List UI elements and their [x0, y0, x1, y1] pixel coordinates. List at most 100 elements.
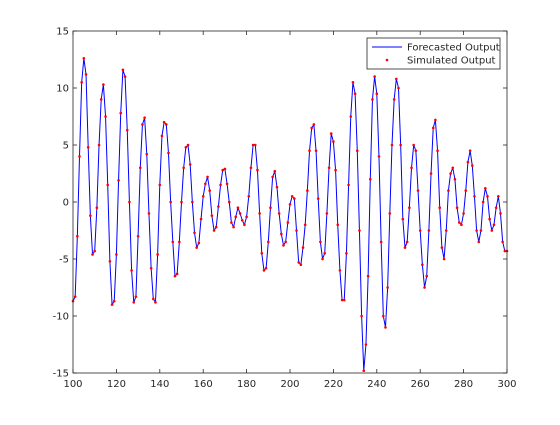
data-point-simulated	[134, 295, 138, 298]
data-point-simulated	[258, 212, 261, 215]
data-point-simulated	[102, 83, 105, 86]
data-point-simulated	[182, 166, 185, 170]
data-point-simulated	[412, 143, 415, 147]
data-point-simulated	[284, 240, 287, 244]
data-point-simulated	[253, 143, 257, 147]
data-point-simulated	[125, 128, 129, 132]
data-point-simulated	[290, 195, 294, 198]
data-point-simulated	[423, 286, 426, 289]
data-point-simulated	[223, 167, 227, 171]
data-point-simulated	[286, 221, 290, 224]
data-point-simulated	[110, 303, 114, 306]
data-point-simulated	[156, 253, 159, 256]
data-point-simulated	[490, 229, 494, 232]
data-point-simulated	[379, 240, 383, 244]
data-point-simulated	[501, 240, 504, 244]
data-point-simulated	[395, 77, 398, 81]
data-point-simulated	[405, 240, 409, 244]
y-tick-label: 10	[56, 84, 69, 95]
data-point-simulated	[431, 126, 435, 130]
data-point-simulated	[371, 98, 374, 101]
data-point-simulated	[188, 163, 192, 166]
data-point-simulated	[351, 81, 355, 84]
data-point-simulated	[342, 298, 346, 302]
data-point-simulated	[247, 195, 251, 198]
data-point-simulated	[86, 145, 90, 149]
data-point-simulated	[238, 212, 242, 215]
data-point-simulated	[151, 297, 155, 301]
data-point-simulated	[310, 126, 314, 130]
data-point-simulated	[128, 200, 131, 204]
data-point-simulated	[410, 166, 413, 170]
data-point-simulated	[171, 240, 175, 244]
data-point-simulated	[316, 197, 320, 200]
legend-label-forecasted: Forecasted Output	[407, 43, 500, 54]
data-point-simulated	[338, 269, 342, 272]
data-point-simulated	[442, 257, 446, 261]
data-point-simulated	[208, 189, 212, 192]
data-point-simulated	[232, 225, 235, 229]
data-point-simulated	[227, 200, 231, 204]
data-point-simulated	[267, 240, 270, 244]
data-point-simulated	[440, 246, 444, 249]
data-point-simulated	[494, 206, 498, 209]
data-point-simulated	[392, 98, 396, 101]
data-point-simulated	[303, 223, 307, 227]
plot-background	[73, 31, 507, 373]
data-point-simulated	[104, 115, 107, 118]
data-point-simulated	[425, 274, 429, 278]
data-point-simulated	[165, 123, 168, 126]
data-point-simulated	[299, 263, 303, 267]
data-point-simulated	[93, 249, 96, 253]
x-tick-label: 140	[150, 379, 169, 390]
data-point-simulated	[260, 252, 264, 255]
data-point-simulated	[444, 229, 448, 232]
data-point-simulated	[488, 217, 491, 221]
legend-marker-sample	[385, 58, 389, 62]
data-point-simulated	[99, 98, 103, 101]
data-point-simulated	[484, 187, 487, 190]
data-point-simulated	[145, 152, 149, 156]
data-point-simulated	[275, 185, 279, 189]
data-point-simulated	[401, 217, 405, 221]
data-point-simulated	[210, 214, 214, 217]
data-point-simulated	[193, 231, 196, 235]
data-point-simulated	[84, 73, 88, 76]
data-point-simulated	[89, 214, 92, 217]
data-point-simulated	[466, 160, 470, 164]
y-tick-label: -5	[59, 255, 69, 266]
data-point-simulated	[475, 229, 478, 232]
data-point-simulated	[160, 134, 164, 138]
data-point-simulated	[355, 149, 359, 152]
y-tick-label: -10	[53, 312, 69, 323]
data-point-simulated	[115, 253, 118, 256]
x-tick-label: 220	[324, 379, 343, 390]
data-point-simulated	[492, 223, 496, 227]
data-point-simulated	[240, 218, 244, 222]
data-point-simulated	[243, 223, 246, 227]
data-point-simulated	[332, 140, 335, 143]
data-point-simulated	[271, 175, 274, 179]
data-point-simulated	[195, 246, 198, 249]
data-point-simulated	[468, 149, 472, 152]
data-point-simulated	[184, 145, 188, 149]
data-point-simulated	[377, 155, 381, 158]
data-point-simulated	[212, 229, 216, 232]
data-point-simulated	[499, 212, 502, 215]
data-point-simulated	[429, 172, 433, 175]
data-point-simulated	[73, 295, 77, 298]
data-point-simulated	[329, 132, 333, 135]
data-point-simulated	[325, 212, 329, 215]
data-point-simulated	[436, 149, 439, 152]
data-point-simulated	[308, 149, 311, 152]
data-point-simulated	[319, 240, 322, 244]
data-point-simulated	[295, 229, 298, 232]
data-point-simulated	[245, 215, 248, 219]
data-point-simulated	[455, 206, 459, 209]
data-point-simulated	[214, 225, 218, 229]
data-point-simulated	[199, 217, 203, 221]
data-point-simulated	[221, 168, 225, 172]
data-point-simulated	[373, 75, 376, 78]
data-point-simulated	[451, 166, 455, 170]
